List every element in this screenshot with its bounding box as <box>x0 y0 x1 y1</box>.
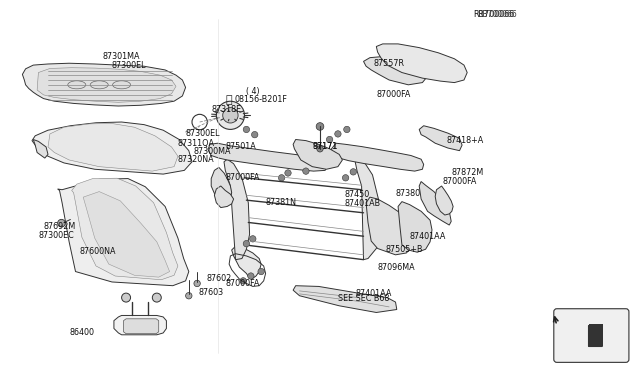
FancyBboxPatch shape <box>554 309 629 362</box>
Circle shape <box>344 126 350 133</box>
Text: 87380: 87380 <box>396 189 420 198</box>
Text: 87501A: 87501A <box>225 142 256 151</box>
Polygon shape <box>232 246 261 278</box>
Text: 87000FA: 87000FA <box>443 177 477 186</box>
Polygon shape <box>22 63 186 106</box>
Circle shape <box>326 136 333 143</box>
Text: RB700066: RB700066 <box>474 10 515 19</box>
Text: 87557R: 87557R <box>373 60 404 68</box>
Text: 87418+A: 87418+A <box>447 136 484 145</box>
Circle shape <box>194 280 200 287</box>
Circle shape <box>317 145 323 152</box>
Text: 87320NA: 87320NA <box>178 155 214 164</box>
Polygon shape <box>332 143 424 171</box>
Polygon shape <box>435 186 453 215</box>
Circle shape <box>335 131 341 137</box>
Circle shape <box>223 108 238 123</box>
Circle shape <box>243 240 250 247</box>
Text: SEE SEC B68: SEE SEC B68 <box>338 294 389 303</box>
Polygon shape <box>419 182 451 225</box>
Polygon shape <box>48 124 178 171</box>
Text: 87300EL: 87300EL <box>112 61 147 70</box>
Text: 87300MA: 87300MA <box>193 147 231 156</box>
Text: 87318E: 87318E <box>211 105 241 114</box>
Text: 87600NA: 87600NA <box>80 247 116 256</box>
Text: 87602: 87602 <box>207 274 232 283</box>
Text: RB700066: RB700066 <box>477 10 516 19</box>
Ellipse shape <box>68 81 86 89</box>
Text: 87381N: 87381N <box>266 198 296 207</box>
Polygon shape <box>32 122 192 174</box>
Polygon shape <box>419 126 462 151</box>
Circle shape <box>342 174 349 181</box>
Circle shape <box>240 278 246 284</box>
Circle shape <box>216 101 244 129</box>
Circle shape <box>303 168 309 174</box>
Text: 87603: 87603 <box>198 288 223 296</box>
Text: 87000FA: 87000FA <box>225 279 260 288</box>
Polygon shape <box>293 140 342 169</box>
Polygon shape <box>211 167 232 203</box>
Circle shape <box>186 292 192 299</box>
Ellipse shape <box>90 81 108 89</box>
Polygon shape <box>355 159 381 260</box>
Polygon shape <box>72 178 178 280</box>
Polygon shape <box>208 143 328 171</box>
Circle shape <box>350 169 356 175</box>
Text: 87000FA: 87000FA <box>225 173 260 182</box>
Text: 87401AB: 87401AB <box>344 199 380 208</box>
Text: 87311QA: 87311QA <box>178 139 215 148</box>
Circle shape <box>278 174 285 181</box>
Text: 87301MA: 87301MA <box>102 52 140 61</box>
Text: Ⓑ: Ⓑ <box>226 95 232 105</box>
Circle shape <box>58 219 65 227</box>
Text: 87000FA: 87000FA <box>376 90 411 99</box>
Circle shape <box>122 293 131 302</box>
Polygon shape <box>37 68 176 102</box>
Polygon shape <box>224 159 250 260</box>
Text: 87401AA: 87401AA <box>410 232 446 241</box>
Text: 87171: 87171 <box>312 142 337 151</box>
Polygon shape <box>58 179 189 286</box>
Text: 86400: 86400 <box>70 328 95 337</box>
Text: ( 4): ( 4) <box>246 87 260 96</box>
Polygon shape <box>33 140 48 158</box>
Polygon shape <box>366 197 415 255</box>
Polygon shape <box>124 319 159 334</box>
Text: 97171: 97171 <box>312 142 338 151</box>
Circle shape <box>250 235 256 242</box>
FancyBboxPatch shape <box>589 324 603 346</box>
Text: 87401AA: 87401AA <box>356 289 392 298</box>
Text: 87505+B: 87505+B <box>386 246 424 254</box>
Text: 87300EL: 87300EL <box>186 129 220 138</box>
Circle shape <box>316 123 324 130</box>
Text: 87450: 87450 <box>344 190 369 199</box>
Circle shape <box>152 293 161 302</box>
Polygon shape <box>214 186 234 208</box>
Text: 87872M: 87872M <box>451 168 483 177</box>
Text: 87692M: 87692M <box>44 222 76 231</box>
Polygon shape <box>83 192 170 277</box>
Circle shape <box>258 268 264 275</box>
Circle shape <box>252 131 258 138</box>
Text: 08156-B201F: 08156-B201F <box>234 95 287 104</box>
Polygon shape <box>398 202 432 252</box>
Circle shape <box>285 170 291 176</box>
Text: 87096MA: 87096MA <box>378 263 415 272</box>
Circle shape <box>248 273 254 279</box>
Ellipse shape <box>113 81 131 89</box>
Polygon shape <box>114 315 166 335</box>
Polygon shape <box>293 286 397 312</box>
Circle shape <box>243 126 250 133</box>
Polygon shape <box>376 44 467 83</box>
Text: 87300EC: 87300EC <box>38 231 74 240</box>
Polygon shape <box>364 57 428 85</box>
